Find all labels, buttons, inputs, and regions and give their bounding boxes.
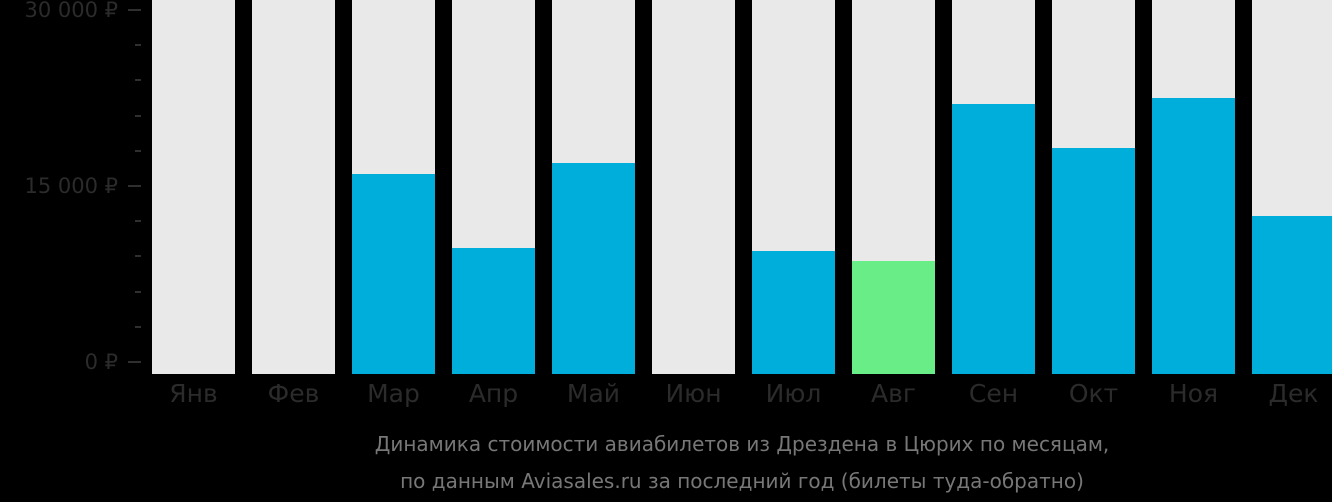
caption-line-2: по данным Aviasales.ru за последний год … — [400, 469, 1084, 493]
x-axis-label-Дек: Дек — [1268, 379, 1319, 408]
x-axis-label-Апр: Апр — [468, 379, 519, 408]
y-tick-minor-18000 — [135, 149, 141, 152]
bar-track-Окт — [1052, 0, 1135, 374]
y-tick-minor-9000 — [135, 255, 141, 258]
bar-Дек — [1252, 215, 1332, 374]
bar-track-Май — [552, 0, 635, 374]
x-axis-label-Май: Май — [566, 379, 621, 408]
bar-track-Мар — [352, 0, 435, 374]
caption-line-1: Динамика стоимости авиабилетов из Дрезде… — [374, 432, 1110, 456]
y-tick-major-30000 — [128, 9, 141, 11]
x-axis-label-Сен: Сен — [968, 379, 1019, 408]
y-axis-label-15000: 15 000 ₽ — [24, 174, 118, 198]
y-axis-label-0: 0 ₽ — [84, 350, 118, 374]
bar-Май — [552, 162, 635, 374]
x-axis-label-Июн: Июн — [665, 379, 722, 408]
x-axis-label-Авг: Авг — [871, 379, 916, 408]
bar-track-Июл — [752, 0, 835, 374]
x-axis-label-Июл: Июл — [765, 379, 822, 408]
bar-Июл — [752, 250, 835, 374]
bar-Мар — [352, 174, 435, 374]
bar-track-Фев — [252, 0, 335, 374]
x-axis-label-Янв: Янв — [169, 379, 218, 408]
bar-track-Янв — [152, 0, 235, 374]
bar-Ноя — [1152, 98, 1235, 374]
x-axis-label-Ноя: Ноя — [1168, 379, 1219, 408]
bar-highlighted-Авг — [852, 260, 935, 374]
bar-track-Сен — [952, 0, 1035, 374]
x-axis-label-Фев: Фев — [267, 379, 320, 408]
bar-Окт — [1052, 147, 1135, 374]
bar-track-Июн — [652, 0, 735, 374]
bar-track-Дек — [1252, 0, 1332, 374]
plot-area: 0 ₽ 15 000 ₽ 30 000 ₽ — [24, 0, 1332, 374]
y-tick-major-15000 — [128, 185, 141, 187]
chart-caption: Динамика стоимости авиабилетов из Дрезде… — [152, 426, 1332, 500]
y-tick-minor-21000 — [135, 114, 141, 117]
y-tick-minor-6000 — [135, 290, 141, 293]
y-tick-minor-3000 — [135, 325, 141, 328]
y-tick-major-0 — [128, 361, 141, 363]
bar-track-Ноя — [1152, 0, 1235, 374]
y-tick-minor-12000 — [135, 220, 141, 223]
bar-Апр — [452, 247, 535, 374]
y-axis-label-30000: 30 000 ₽ — [24, 0, 118, 22]
x-axis-label-Мар: Мар — [367, 379, 420, 408]
bar-Сен — [952, 103, 1035, 374]
y-tick-minor-27000 — [135, 44, 141, 47]
y-tick-minor-24000 — [135, 79, 141, 82]
x-axis-label-Окт: Окт — [1068, 379, 1119, 408]
bar-track-Апр — [452, 0, 535, 374]
bar-track-Авг — [852, 0, 935, 374]
